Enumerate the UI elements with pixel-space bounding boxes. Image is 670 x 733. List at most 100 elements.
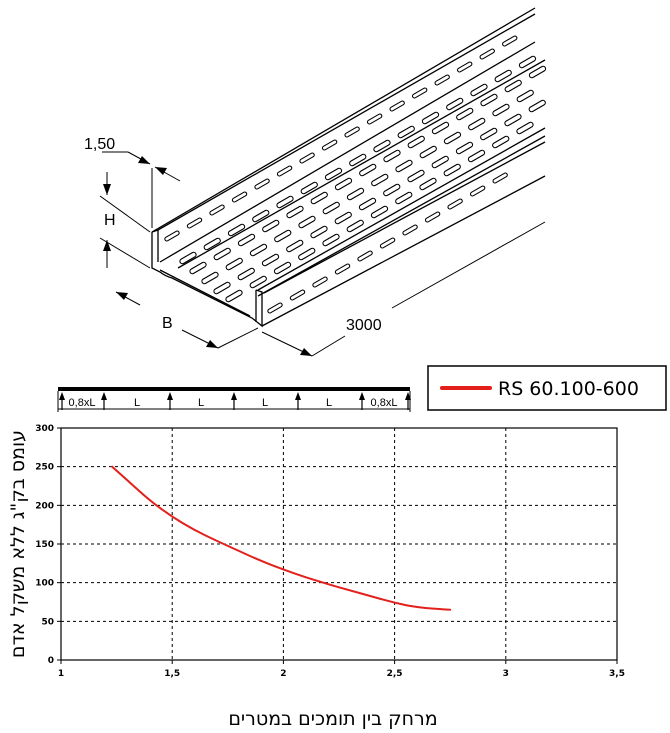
y-tick-label: 50 xyxy=(41,617,54,627)
slot xyxy=(226,290,242,302)
slot xyxy=(226,258,242,270)
series-line-rs-60-100-600 xyxy=(111,465,452,611)
slot xyxy=(345,127,359,137)
slot xyxy=(238,268,254,280)
slot xyxy=(517,122,533,134)
slot xyxy=(299,248,315,260)
slot xyxy=(519,56,536,68)
slot xyxy=(180,252,196,264)
slot xyxy=(398,126,414,138)
slot xyxy=(505,80,521,92)
slot xyxy=(495,70,511,82)
slot xyxy=(323,202,339,214)
slot xyxy=(335,264,350,274)
slot xyxy=(505,114,521,126)
support-diagram: 0,8xL L L L L 0,8xL xyxy=(57,387,411,412)
slot xyxy=(253,210,269,222)
slot xyxy=(408,136,424,148)
y-tick-label: 300 xyxy=(35,424,54,434)
slot xyxy=(250,244,267,256)
slot xyxy=(493,173,507,183)
support-arrow-head xyxy=(359,392,365,400)
slot xyxy=(347,188,364,200)
slot xyxy=(290,290,305,300)
slot xyxy=(493,104,509,116)
y-tick-label: 150 xyxy=(35,540,54,550)
grid-lines xyxy=(57,427,618,664)
support-arrow-head xyxy=(295,392,301,400)
slot xyxy=(456,142,473,154)
slot xyxy=(268,303,282,313)
support-arrow-head xyxy=(405,392,411,400)
slot xyxy=(481,94,497,106)
slot xyxy=(250,276,266,288)
slot xyxy=(413,88,427,98)
slot xyxy=(277,166,292,176)
slot xyxy=(374,140,390,152)
slot xyxy=(408,170,424,182)
slot xyxy=(481,128,497,140)
x-tick-label: 3 xyxy=(503,669,509,679)
slot xyxy=(384,184,400,196)
y-tick-labels: 0 50 100 150 200 250 300 xyxy=(35,424,54,666)
slot xyxy=(444,164,460,176)
dim-height-label: H xyxy=(104,212,116,229)
dim-width-label: B xyxy=(162,315,173,332)
slot xyxy=(202,272,218,284)
slot xyxy=(380,238,395,248)
x-tick-label: 2 xyxy=(280,669,286,679)
beam-bar xyxy=(58,387,410,391)
slot xyxy=(360,164,376,176)
legend: RS 60.100-600 xyxy=(427,365,667,411)
y-axis-label: עומס בק"ג ללא משקל אדם xyxy=(7,430,29,658)
slot xyxy=(335,212,351,224)
slot xyxy=(311,226,327,238)
span-label: L xyxy=(326,397,332,409)
slot xyxy=(325,168,342,180)
slot xyxy=(458,62,472,72)
slot xyxy=(255,179,269,189)
slot xyxy=(471,84,487,96)
slot xyxy=(426,212,440,222)
x-tick-label: 3,5 xyxy=(609,669,625,679)
slot xyxy=(323,140,337,150)
slot xyxy=(432,122,449,134)
slot xyxy=(287,206,303,218)
slot xyxy=(275,230,291,242)
slot xyxy=(210,205,224,215)
x-axis-label: מרחק בין תומכים במטרים xyxy=(228,708,437,730)
slot xyxy=(372,174,388,186)
span-label: L xyxy=(198,397,204,409)
x-tick-label: 1,5 xyxy=(164,669,180,679)
slot xyxy=(300,153,314,163)
load-chart: 1 1,5 2 2,5 3 3,5 0 50 100 150 200 250 300 מרחק בין… xyxy=(7,424,625,730)
span-label: 0,8xL xyxy=(69,397,96,409)
support-arrow-head xyxy=(231,392,237,400)
slot xyxy=(301,182,317,194)
dimension-arrowheads xyxy=(103,156,312,356)
slot xyxy=(165,231,179,241)
support-arrow-head xyxy=(101,392,107,400)
slot xyxy=(469,118,485,130)
slot xyxy=(358,251,372,261)
slot xyxy=(313,277,327,287)
slot xyxy=(350,154,366,166)
slot xyxy=(335,178,352,190)
slot xyxy=(435,75,449,85)
slot xyxy=(447,98,463,110)
span-label: 0,8xL xyxy=(371,397,398,409)
slot xyxy=(347,220,363,232)
slot xyxy=(238,234,255,246)
series-lines xyxy=(111,465,452,611)
support-arrow-head xyxy=(167,392,173,400)
support-arrow-head xyxy=(59,392,65,400)
slot xyxy=(187,218,202,228)
dimension-lines xyxy=(99,151,546,357)
slot xyxy=(396,192,412,204)
slot xyxy=(457,108,473,120)
slot xyxy=(232,192,247,202)
slot xyxy=(299,216,315,228)
dim-thickness-label: 1,50 xyxy=(84,136,115,153)
slot xyxy=(420,178,436,190)
